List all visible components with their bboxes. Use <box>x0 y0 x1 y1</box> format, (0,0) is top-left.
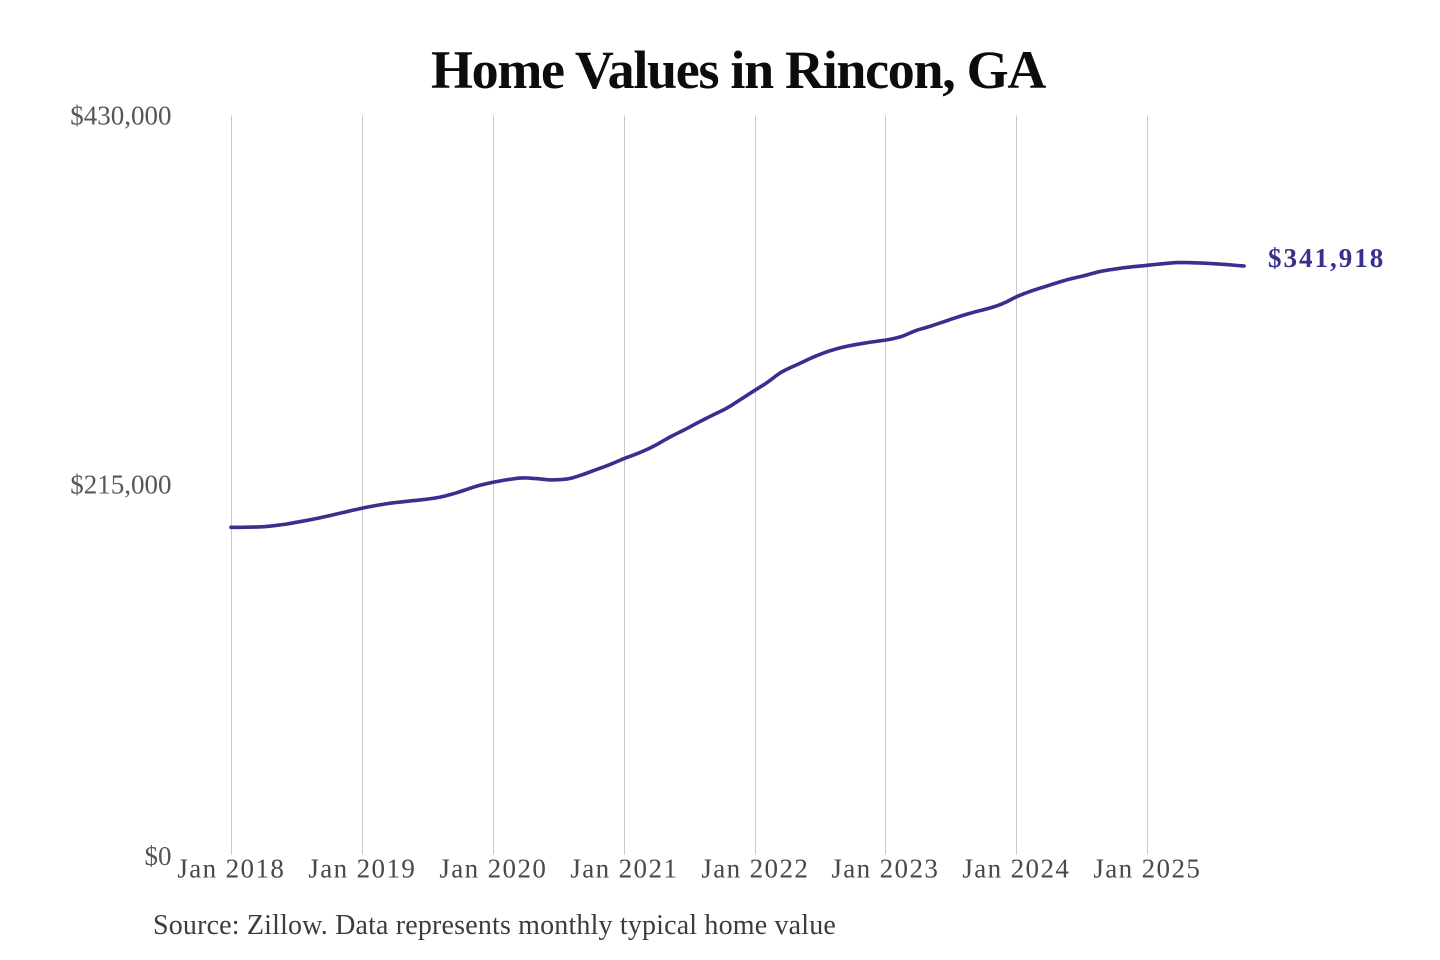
svg-text:Jan 2020: Jan 2020 <box>439 853 547 883</box>
svg-text:$215,000: $215,000 <box>70 469 171 499</box>
svg-text:$0: $0 <box>145 841 172 871</box>
svg-text:Jan 2021: Jan 2021 <box>570 853 678 883</box>
svg-text:Jan 2022: Jan 2022 <box>701 853 809 883</box>
svg-text:Jan 2023: Jan 2023 <box>831 853 939 883</box>
svg-text:$430,000: $430,000 <box>70 101 171 131</box>
svg-text:Jan 2024: Jan 2024 <box>962 853 1070 883</box>
svg-text:Jan 2019: Jan 2019 <box>308 853 416 883</box>
svg-text:Jan 2025: Jan 2025 <box>1093 853 1201 883</box>
svg-text:$341,918: $341,918 <box>1268 243 1385 273</box>
svg-text:Home Values in Rincon, GA: Home Values in Rincon, GA <box>431 40 1046 100</box>
svg-text:Jan 2018: Jan 2018 <box>177 853 285 883</box>
svg-text:Source: Zillow. Data represent: Source: Zillow. Data represents monthly … <box>153 910 836 941</box>
